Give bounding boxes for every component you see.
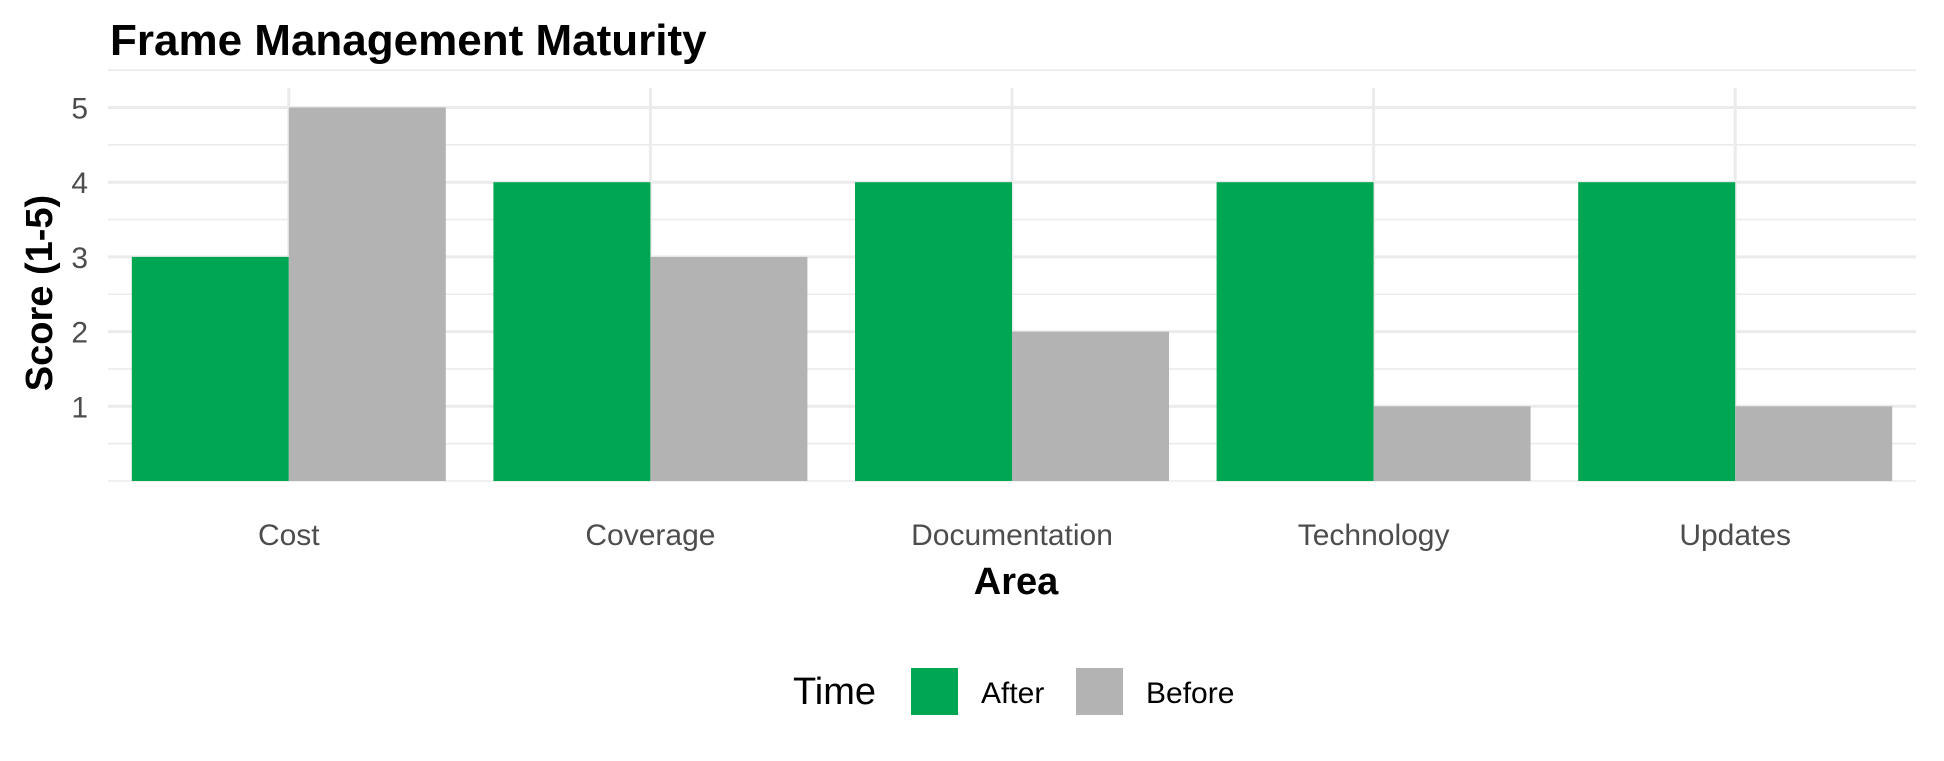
y-tick-label: 4 [71, 167, 88, 200]
bar-before-cost [288, 107, 446, 481]
x-axis-title: Area [974, 561, 1059, 603]
bar-before-technology [1373, 406, 1531, 481]
legend-label-before: Before [1146, 677, 1234, 710]
x-axis-ticks: Cost Coverage Documentation Technology Updat… [258, 519, 1791, 552]
bar-after-technology [1216, 182, 1374, 481]
y-tick-label: 5 [71, 93, 88, 126]
legend: Time After Before [793, 668, 1234, 715]
y-axis-ticks: 1 2 3 4 5 [71, 93, 88, 425]
legend-swatch-after [911, 668, 958, 715]
x-tick-label: Documentation [911, 519, 1113, 552]
x-tick-label: Coverage [585, 519, 715, 552]
y-tick-label: 3 [71, 242, 88, 275]
bar-after-coverage [493, 182, 651, 481]
chart-title: Frame Management Maturity [110, 16, 707, 65]
bar-after-updates [1578, 182, 1736, 481]
y-axis-title: Score (1-5) [19, 195, 61, 391]
x-tick-label: Updates [1679, 519, 1791, 552]
bar-before-updates [1735, 406, 1893, 481]
bars [131, 107, 1893, 481]
bar-before-documentation [1012, 331, 1169, 481]
x-tick-label: Technology [1298, 519, 1450, 552]
y-tick-label: 2 [71, 317, 88, 350]
y-tick-label: 1 [71, 391, 88, 424]
x-tick-label: Cost [258, 519, 320, 552]
bar-before-coverage [650, 256, 808, 481]
bar-after-documentation [855, 182, 1012, 481]
legend-title: Time [793, 671, 876, 713]
bar-after-cost [131, 256, 289, 481]
legend-swatch-before [1076, 668, 1123, 715]
legend-label-after: After [981, 677, 1044, 710]
